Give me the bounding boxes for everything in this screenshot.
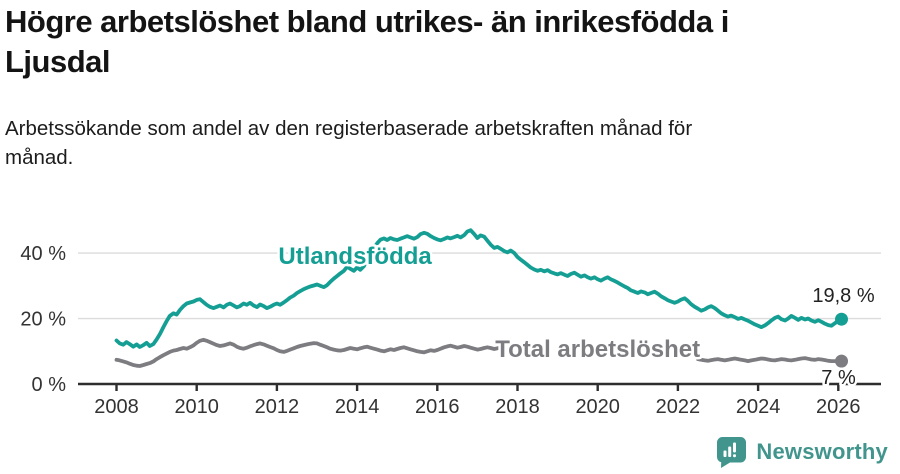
- end-value-label-utlandsf-dda: 19,8 %: [812, 285, 874, 307]
- y-tick-label-20: 20 %: [20, 309, 66, 331]
- newsworthy-logo[interactable]: Newsworthy: [714, 436, 888, 468]
- x-tick-label-2022: 2022: [656, 396, 701, 418]
- x-tick-label-2010: 2010: [174, 396, 219, 418]
- newsworthy-icon: [717, 437, 747, 468]
- end-dot-utlandsf-dda: [835, 312, 849, 326]
- x-tick-label-2012: 2012: [255, 396, 300, 418]
- line-chart-svg: 2008 2010 2012 2014 2016 2018 2020 2022 2024 2026…: [20, 228, 881, 418]
- x-tick-label-2026: 2026: [816, 396, 861, 418]
- x-tick-label-2016: 2016: [415, 396, 460, 418]
- x-tick-label-2024: 2024: [736, 396, 781, 418]
- y-tick-label-0: 0 %: [32, 374, 67, 396]
- chart-subtitle: Arbetssökande som andel av den registerb…: [5, 117, 693, 170]
- x-tick-label-2008: 2008: [94, 396, 139, 418]
- series-line-utlandsf-dda-0: [114, 228, 844, 349]
- series-label-total-arbetsl-shet: Total arbetslöshet: [495, 336, 700, 363]
- page-title: Högre arbetslöshet bland utrikes- än inr…: [5, 4, 729, 79]
- y-tick-label-40: 40 %: [20, 243, 66, 265]
- newsworthy-brand-text: Newsworthy: [756, 439, 888, 464]
- series-line-total-arbetsl-shet-1: [696, 356, 844, 364]
- x-tick-label-2020: 2020: [575, 396, 620, 418]
- end-value-label-total-arbetsl-shet: 7 %: [821, 367, 856, 389]
- x-tick-label-2018: 2018: [495, 396, 540, 418]
- x-tick-label-2014: 2014: [335, 396, 380, 418]
- series-label-utlandsf-dda: Utlandsfödda: [278, 243, 432, 270]
- end-dot-total-arbetsl-shet: [835, 354, 849, 368]
- line-chart: 2008 2010 2012 2014 2016 2018 2020 2022 2024 2026…: [0, 198, 900, 440]
- series-line-total-arbetsl-shet-0: [114, 337, 503, 368]
